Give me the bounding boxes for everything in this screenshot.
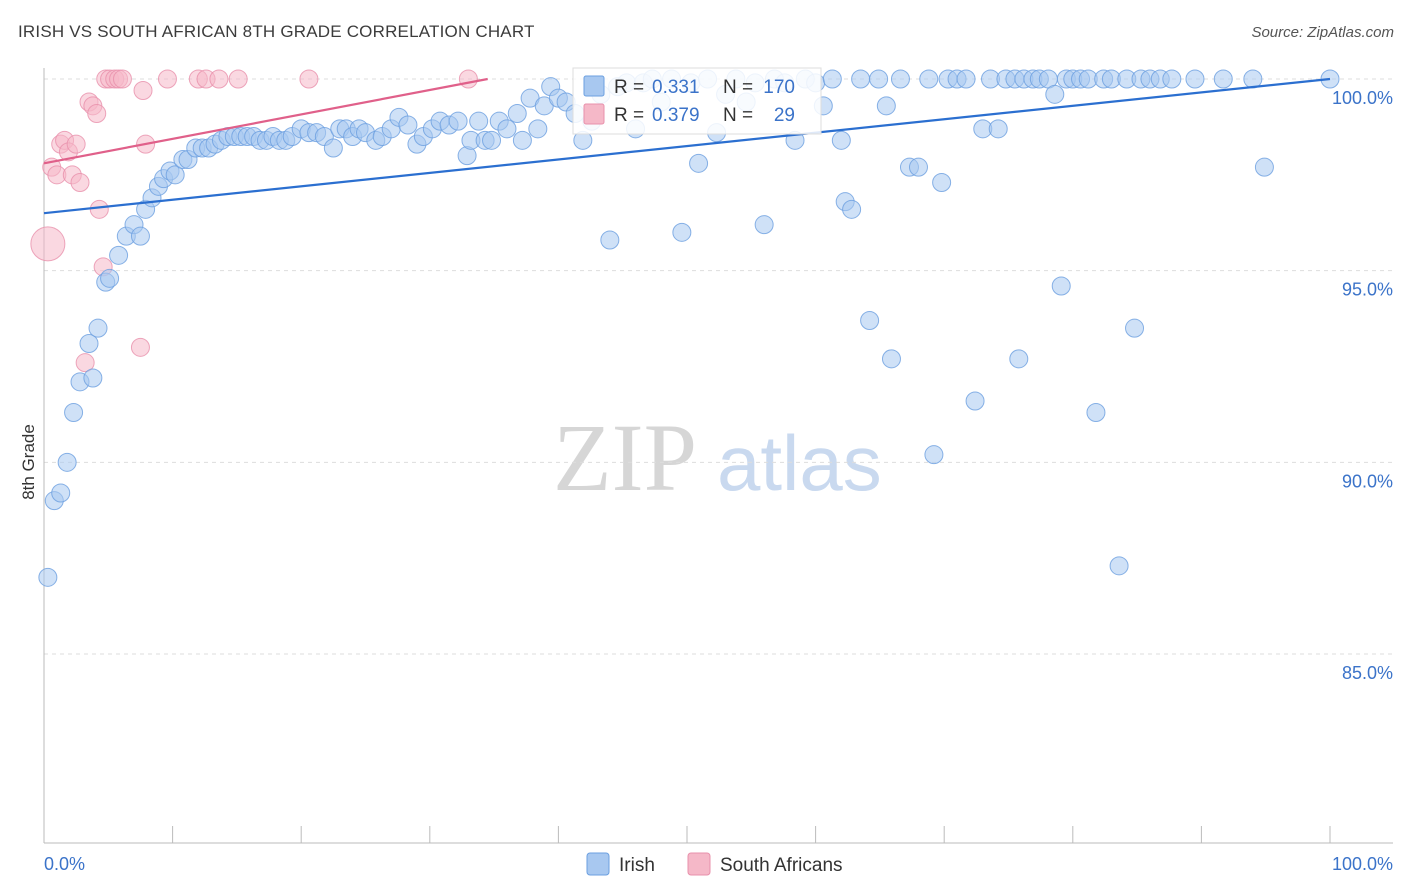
point-irish-0	[38, 567, 58, 587]
point-irish-115	[919, 69, 939, 89]
point-irish-112	[890, 69, 910, 89]
point-south-africans-28	[299, 69, 319, 89]
point-south-africans-21	[133, 81, 153, 100]
point-irish-151	[1254, 157, 1274, 177]
point-irish-53	[398, 115, 418, 135]
trend-lines	[43, 77, 1331, 215]
point-irish-138	[1086, 403, 1106, 422]
point-irish-7	[83, 368, 103, 388]
y-axis-title: 8th Grade	[19, 424, 38, 500]
point-irish-4	[64, 403, 84, 422]
point-irish-87	[672, 222, 692, 242]
point-irish-116	[924, 445, 944, 465]
point-south-africans-27	[228, 69, 248, 89]
x-tick-label-min: 0.0%	[44, 854, 85, 874]
point-irish-124	[988, 119, 1008, 139]
y-tick-label-90: 90.0%	[1342, 471, 1393, 491]
x-tick-label-max: 100.0%	[1332, 854, 1393, 874]
point-south-africans-20	[130, 337, 150, 357]
legend-n-label-south-africans: N =	[723, 105, 753, 126]
y-tick-label-95: 95.0%	[1342, 280, 1393, 300]
legend-r-label-south-africans: R =	[614, 105, 644, 126]
axes: 85.0% 90.0% 95.0% 100.0%	[43, 68, 1393, 844]
legend-r-value-irish: 0.331	[652, 77, 700, 98]
point-irish-2	[51, 483, 71, 503]
point-irish-108	[860, 311, 880, 330]
point-south-africans-23	[157, 69, 177, 89]
point-south-africans-0	[30, 226, 66, 262]
source-label: Source: ZipAtlas.com	[1251, 24, 1394, 41]
point-irish-106	[842, 199, 862, 219]
bottom-legend-swatch-irish	[586, 852, 610, 876]
point-irish-6	[79, 334, 99, 353]
series-south-africans	[30, 69, 478, 373]
legend-swatch-south-africans	[583, 103, 605, 125]
point-irish-70	[528, 119, 548, 139]
point-irish-10	[100, 268, 120, 288]
legend-r-value-south-africans: 0.379	[652, 105, 700, 126]
grid	[44, 78, 1393, 655]
legend-n-value-south-africans: 29	[774, 105, 795, 126]
watermark-atlas: atlas	[717, 419, 882, 507]
point-irish-109	[869, 69, 889, 89]
point-irish-107	[851, 69, 871, 89]
point-irish-59	[448, 111, 468, 131]
point-south-africans-9	[75, 353, 95, 373]
point-irish-111	[881, 349, 901, 369]
point-irish-103	[822, 69, 842, 89]
bottom-legend: Irish South Africans	[586, 852, 843, 876]
point-irish-20	[165, 165, 185, 185]
point-irish-66	[497, 119, 517, 139]
point-irish-104	[831, 130, 851, 150]
point-irish-117	[932, 173, 952, 192]
point-south-africans-29	[458, 69, 478, 89]
point-irish-148	[1185, 69, 1205, 89]
point-irish-149	[1213, 69, 1233, 89]
point-irish-64	[482, 130, 502, 150]
point-irish-62	[469, 111, 489, 131]
point-irish-89	[689, 153, 709, 173]
point-irish-68	[512, 130, 532, 150]
legend-n-label-irish: N =	[723, 77, 753, 98]
point-irish-147	[1162, 69, 1182, 89]
point-irish-114	[908, 157, 928, 177]
point-irish-79	[600, 230, 620, 250]
point-irish-11	[109, 245, 129, 265]
point-irish-133	[1051, 276, 1071, 296]
point-irish-127	[1009, 349, 1029, 369]
point-irish-143	[1125, 318, 1145, 338]
point-irish-67	[507, 104, 527, 123]
bottom-legend-label-south-africans: South Africans	[720, 855, 843, 876]
y-tick-label-85: 85.0%	[1342, 663, 1393, 683]
legend-swatch-irish	[583, 75, 605, 97]
legend-n-value-irish: 170	[763, 77, 795, 98]
point-south-africans-8	[70, 173, 90, 192]
legend-r-label-irish: R =	[614, 77, 644, 98]
point-irish-8	[88, 318, 108, 338]
point-south-africans-12	[87, 104, 107, 123]
chart-title: IRISH VS SOUTH AFRICAN 8TH GRADE CORRELA…	[18, 22, 535, 41]
point-south-africans-13	[89, 199, 109, 219]
point-irish-96	[754, 215, 774, 235]
legend-box: R = 0.331 N = 170 R = 0.379 N = 29	[572, 67, 822, 135]
point-irish-120	[956, 69, 976, 89]
point-irish-132	[1045, 84, 1065, 104]
bottom-legend-swatch-south-africans	[687, 852, 711, 876]
point-south-africans-26	[209, 69, 229, 89]
y-tick-label-100: 100.0%	[1332, 88, 1393, 108]
point-irish-43	[323, 138, 343, 158]
trend-line-south-africans	[43, 77, 488, 165]
bottom-legend-label-irish: Irish	[619, 855, 655, 876]
point-irish-141	[1109, 556, 1129, 576]
point-irish-121	[965, 391, 985, 411]
point-irish-110	[876, 96, 896, 116]
point-irish-14	[130, 226, 150, 246]
point-irish-3	[57, 452, 77, 472]
legend-box-frame	[572, 67, 822, 135]
point-south-africans-7	[66, 134, 86, 154]
trend-line-irish	[43, 77, 1331, 215]
watermark-zip: ZIP	[553, 404, 697, 511]
point-south-africans-19	[112, 69, 132, 89]
